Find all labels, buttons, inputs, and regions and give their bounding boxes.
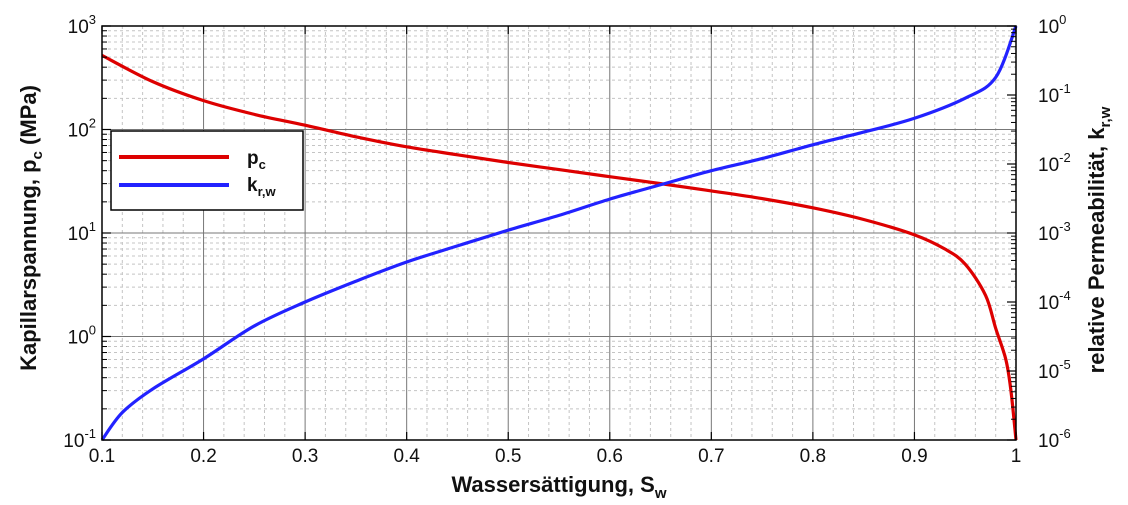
x-tick-label: 0.7 xyxy=(698,446,724,467)
y-right-tick-label: 10-5 xyxy=(1038,357,1071,383)
y-left-tick-label: 102 xyxy=(68,116,96,142)
x-tick-label: 0.6 xyxy=(597,446,623,467)
y-axis-right-title: relative Permeabilität, kr,w xyxy=(1084,106,1114,373)
y-right-tick-label: 10-1 xyxy=(1038,81,1071,107)
series-line-pc xyxy=(101,53,1018,441)
x-tick-label: 0.8 xyxy=(800,446,826,467)
x-tick-label: 0.3 xyxy=(292,446,318,467)
legend-box xyxy=(110,130,304,211)
x-tick-label: 0.1 xyxy=(89,446,115,467)
legend-label-pc: pc xyxy=(247,148,266,172)
legend-label-krw: kr,w xyxy=(247,175,277,199)
y-right-tick-label: 10-4 xyxy=(1038,288,1071,314)
x-tick-label: 0.4 xyxy=(393,446,420,467)
x-axis-title: Wassersättigung, Sw xyxy=(451,472,666,502)
y-left-tick-label: 101 xyxy=(68,219,96,245)
y-axis-left-title: Kapillarspannung, pc (MPa) xyxy=(16,85,46,371)
y-right-tick-label: 10-3 xyxy=(1038,219,1071,245)
x-tick-label: 1 xyxy=(1011,446,1022,467)
x-tick-label: 0.2 xyxy=(190,446,216,467)
y-right-tick-label: 100 xyxy=(1038,12,1066,38)
tick-labels: 0.1 0.2 0.3 0.4 0.5 0.6 0.7 0.8 0.9 1 10-1 100 101 10… xyxy=(63,12,1070,467)
x-tick-label: 0.5 xyxy=(495,446,521,467)
legend: pc kr,w xyxy=(110,130,304,211)
y-right-tick-label: 10-2 xyxy=(1038,150,1071,176)
y-right-tick-label: 10-6 xyxy=(1038,426,1071,452)
series-line-krw xyxy=(100,25,1018,441)
x-tick-label: 0.9 xyxy=(901,446,927,467)
series-layer xyxy=(100,25,1018,441)
tick-marks xyxy=(101,25,1017,441)
y-left-tick-label: 103 xyxy=(68,12,96,38)
y-left-tick-label: 100 xyxy=(68,323,96,349)
y-left-tick-label: 10-1 xyxy=(63,426,96,452)
